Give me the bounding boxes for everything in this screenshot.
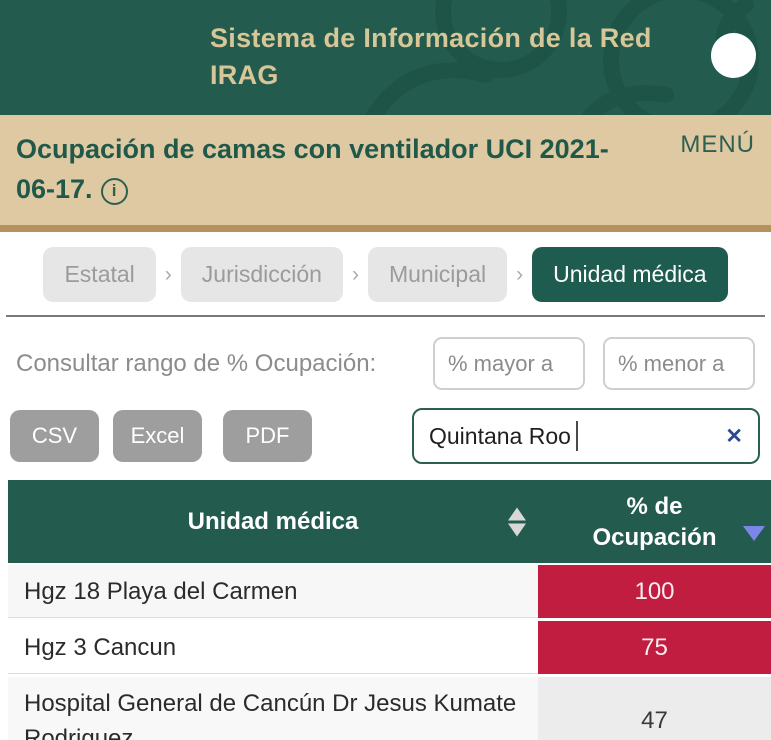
page-subheader: Ocupación de camas con ventilador UCI 20…: [0, 115, 771, 232]
app-header: Sistema de Información de la Red IRAG: [0, 0, 771, 115]
table-row[interactable]: Hospital General de Cancún Dr Jesus Kuma…: [8, 677, 771, 740]
chevron-right-icon: ›: [164, 262, 172, 286]
unidad-cell: Hgz 3 Cancun: [8, 621, 538, 674]
logo-circle[interactable]: [711, 33, 756, 78]
column-header-unidad-medica[interactable]: Unidad médica: [8, 480, 538, 563]
text-caret: [575, 421, 578, 451]
table-row[interactable]: Hgz 18 Playa del Carmen 100: [8, 565, 771, 621]
tab-jurisdiccion[interactable]: Jurisdicción: [180, 247, 343, 302]
column-label: % de Ocupación: [592, 492, 717, 551]
level-tabs: Estatal › Jurisdicción › Municipal › Uni…: [0, 247, 771, 302]
search-value: Quintana Roo: [429, 422, 571, 449]
excel-button[interactable]: Excel: [113, 410, 202, 462]
range-filter-label: Consultar rango de % Ocupación:: [16, 349, 377, 377]
min-percent-input[interactable]: [433, 337, 585, 390]
unidad-cell: Hgz 18 Playa del Carmen: [8, 565, 538, 618]
sort-desc-icon[interactable]: [743, 526, 765, 542]
csv-button[interactable]: CSV: [10, 410, 99, 462]
clear-search-icon[interactable]: ✕: [725, 424, 743, 448]
table-header-row: Unidad médica % de Ocupación: [8, 480, 771, 565]
max-percent-input[interactable]: [603, 337, 755, 390]
occupancy-range-filter: Consultar rango de % Ocupación:: [16, 337, 755, 390]
tab-estatal[interactable]: Estatal: [43, 247, 156, 302]
export-toolbar: CSV Excel PDF Quintana Roo ✕: [10, 408, 760, 464]
section-divider: [6, 315, 765, 317]
sort-both-icon[interactable]: [508, 507, 526, 536]
pdf-button[interactable]: PDF: [223, 410, 312, 462]
ocupacion-cell: 100: [538, 565, 771, 618]
table-row[interactable]: Hgz 3 Cancun 75: [8, 621, 771, 677]
column-label: Unidad médica: [187, 508, 359, 535]
chevron-right-icon: ›: [351, 262, 359, 286]
ocupacion-cell: 47: [538, 677, 771, 740]
chevron-right-icon: ›: [516, 262, 524, 286]
tab-municipal[interactable]: Municipal: [367, 247, 508, 302]
tab-unidad-medica[interactable]: Unidad médica: [532, 247, 728, 302]
page-title: Ocupación de camas con ventilador UCI 20…: [16, 129, 616, 209]
page-title-text: Ocupación de camas con ventilador UCI 20…: [16, 134, 609, 204]
app-title: Sistema de Información de la Red IRAG: [210, 23, 652, 90]
unidad-cell: Hospital General de Cancún Dr Jesus Kuma…: [8, 677, 538, 740]
search-input[interactable]: Quintana Roo ✕: [412, 408, 760, 464]
column-header-ocupacion[interactable]: % de Ocupación: [538, 480, 771, 563]
menu-button[interactable]: MENÚ: [680, 131, 755, 158]
ocupacion-cell: 75: [538, 621, 771, 674]
info-icon[interactable]: i: [100, 177, 128, 205]
occupancy-table: Unidad médica % de Ocupación Hgz 18 Play…: [8, 480, 771, 740]
